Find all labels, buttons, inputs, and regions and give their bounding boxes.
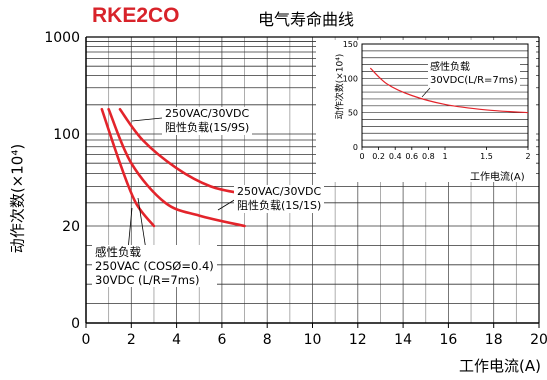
series-line — [100, 107, 156, 228]
inset-y-axis-label: 动作次数(×10⁴) — [335, 53, 346, 120]
model-name: RKE2CO — [92, 4, 180, 27]
annotation-resistive-1s1s: 250VAC/30VDC 阻性负载(1S/1S) — [234, 185, 325, 213]
y-tick-label: 100 — [53, 127, 80, 143]
x-tick-label: 16 — [439, 332, 457, 348]
inset-x-tick-label: 2 — [525, 152, 530, 161]
y-tick-label: 0 — [71, 316, 80, 332]
series-line — [107, 107, 246, 228]
x-tick-label: 2 — [127, 332, 136, 348]
leader-line — [137, 197, 147, 251]
annotation-line: 感性负载 — [95, 245, 141, 259]
annotation-line: 30VDC (L/R=7ms) — [95, 273, 200, 287]
leader-line — [131, 117, 163, 122]
inset-y-tick-label: 50 — [348, 109, 358, 118]
inset-x-axis-label: 工作电流(A) — [470, 172, 525, 183]
y-tick-label: 20 — [62, 219, 80, 235]
annotation-line: 30VDC(L/R=7ms) — [430, 75, 518, 86]
annotation-line: 250VAC/30VDC — [237, 185, 322, 198]
chart-title: 电气寿命曲线 — [258, 10, 355, 29]
x-tick-label: 14 — [394, 332, 412, 348]
x-tick-label: 6 — [217, 332, 226, 348]
x-tick-label: 18 — [485, 332, 503, 348]
inset-series-line — [369, 67, 529, 114]
annotation-line: 感性负载 — [430, 62, 470, 73]
y-axis-label: 动作次数(×10⁴) — [8, 143, 27, 254]
annotation-inductive: 感性负载 250VAC (COSØ=0.4) 30VDC (L/R=7ms) — [92, 245, 217, 287]
inset-annotation: 感性负载 30VDC(L/R=7ms) — [428, 61, 520, 87]
leader-line — [127, 207, 133, 251]
annotation-line: 阻性负载(1S/1S) — [237, 199, 322, 212]
annotation-resistive-1s9s: 250VAC/30VDC 阻性负载(1S/9S) — [162, 107, 253, 135]
leader-line — [217, 198, 237, 211]
inset-x-tick-label: 0.2 — [372, 152, 385, 161]
inset-x-tick-label: 0.8 — [422, 152, 435, 161]
x-tick-label: 0 — [82, 332, 91, 348]
inset-leader-line — [421, 87, 431, 98]
main-series — [100, 107, 246, 251]
x-axis-label: 工作电流(A) — [459, 357, 541, 375]
annotation-line: 阻性负载(1S/9S) — [165, 121, 250, 134]
main-axes — [85, 36, 540, 328]
x-tick-label: 10 — [304, 332, 322, 348]
series-line — [118, 107, 246, 196]
x-tick-label: 12 — [349, 332, 367, 348]
inset-x-tick-label: 0.6 — [405, 152, 418, 161]
annotation-line: 250VAC/30VDC — [165, 107, 250, 120]
inset-x-tick-label: 1.5 — [480, 152, 493, 161]
inset-x-tick-label: 0 — [359, 152, 364, 161]
inset-x-tick-label: 1 — [442, 152, 447, 161]
x-tick-label: 8 — [263, 332, 272, 348]
y-tick-label: 1000 — [44, 30, 80, 46]
annotation-line: 250VAC (COSØ=0.4) — [95, 259, 214, 273]
inset-y-tick-label: 100 — [343, 74, 358, 83]
x-tick-label: 4 — [172, 332, 181, 348]
inset-y-tick-label: 0 — [353, 143, 358, 152]
inset-y-tick-label: 150 — [343, 40, 358, 49]
x-tick-label: 20 — [530, 332, 547, 348]
inset-x-tick-label: 0.4 — [389, 152, 402, 161]
